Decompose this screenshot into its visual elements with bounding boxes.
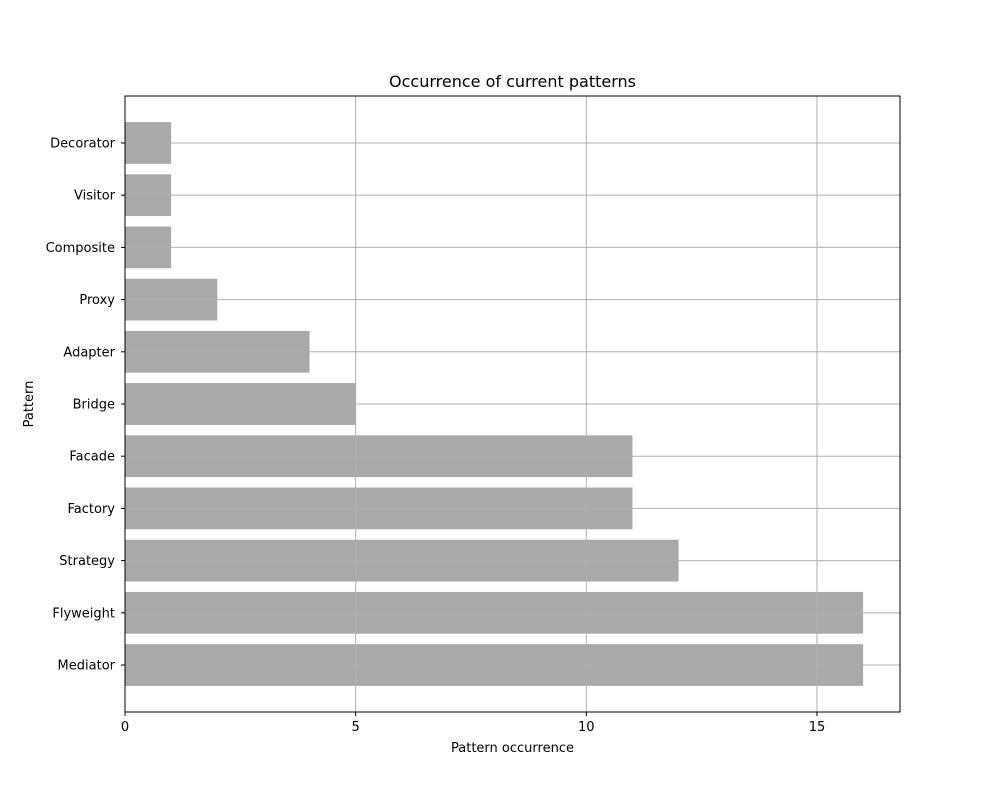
- y-tick-label: Facade: [69, 450, 115, 465]
- x-tick-label: 10: [578, 720, 595, 735]
- x-tick-label: 5: [352, 720, 360, 735]
- x-tick-label: 0: [121, 720, 129, 735]
- y-axis-ticks: Mediator Flyweight Strategy Factory Facade Br…: [46, 136, 125, 674]
- y-tick-label: Visitor: [74, 189, 116, 204]
- y-tick-label: Strategy: [59, 554, 115, 569]
- y-tick-label: Decorator: [50, 136, 115, 151]
- y-tick-label: Mediator: [58, 659, 116, 674]
- y-tick-label: Adapter: [63, 345, 115, 360]
- y-axis-label: Pattern: [22, 381, 37, 428]
- y-tick-label: Proxy: [79, 293, 115, 308]
- x-axis-label: Pattern occurrence: [451, 741, 574, 756]
- x-axis-ticks: 0 5 10 15: [121, 712, 825, 735]
- y-tick-label: Bridge: [73, 398, 115, 413]
- x-tick-label: 15: [809, 720, 826, 735]
- chart-title: Occurrence of current patterns: [389, 72, 636, 91]
- y-tick-label: Flyweight: [52, 606, 115, 621]
- y-tick-label: Factory: [68, 502, 116, 517]
- y-tick-label: Composite: [46, 241, 115, 256]
